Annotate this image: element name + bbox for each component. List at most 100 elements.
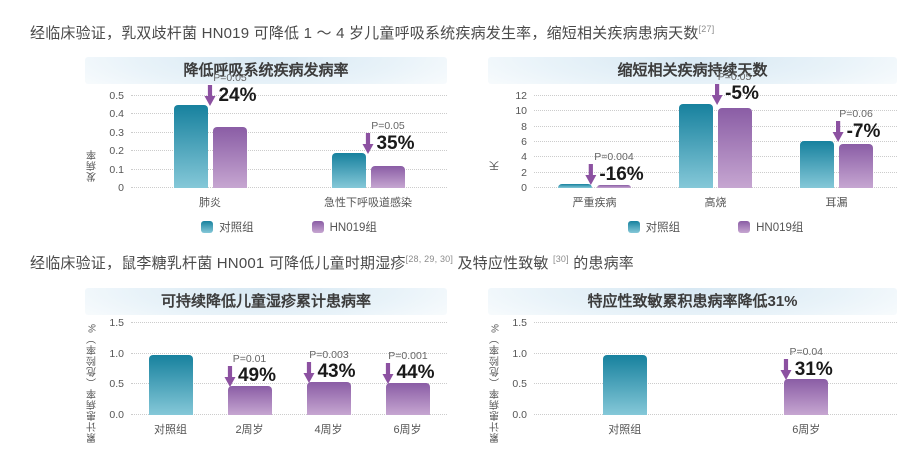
y-axis-label: 累计患病率（危险率）% <box>87 323 99 443</box>
x-category-label: 6周岁 <box>393 424 422 436</box>
plot-wrapper: 0.0 0.5 1.0 1.5 P=0.01 49% P=0.003 43% P=0.001 44… <box>101 317 447 443</box>
bar-group: P=0.01 49% <box>210 323 289 415</box>
y-tick-label: 0.3 <box>109 126 124 139</box>
p-value: P=0.05 <box>717 70 752 83</box>
bar-groups: P=0.01 49% P=0.003 43% P=0.001 44% <box>131 323 447 415</box>
x-category-label: 6周岁 <box>792 424 821 436</box>
chart-title: 特应性致敏累积患病率降低31% <box>488 288 897 315</box>
percent-reduction: 35% <box>376 132 415 154</box>
p-value: P=0.003 <box>309 348 349 361</box>
bar-group: P=0.05 -5% <box>655 71 776 188</box>
y-tick-label: 1.0 <box>512 347 527 360</box>
reduction-annotation: P=0.04 31% <box>780 346 833 381</box>
reduction-annotation: P=0.003 43% <box>302 348 356 383</box>
plot-area: 0 0.1 0.2 0.3 0.4 0.5 P=0.05 24% P=0.05 35% <box>109 72 447 194</box>
arrow-percent-row: -5% <box>710 83 759 105</box>
y-tick-label: 8 <box>521 120 527 133</box>
probiotic-bar <box>597 184 631 188</box>
legend-swatch <box>627 221 640 233</box>
chart-panel-illness-duration: 缩短相关疾病持续天数 天 0 2 4 6 8 10 12 P=0.004 -16% P=0.05-… <box>488 57 897 235</box>
bar-groups: P=0.004 -16% P=0.05 -5% P=0.06 -7% <box>534 71 897 188</box>
legend-label: HN019组 <box>756 222 804 234</box>
reduction-annotation: P=0.001 44% <box>381 349 435 384</box>
grid-line <box>534 322 897 323</box>
grid-line <box>534 187 897 188</box>
y-tick-label: 0.0 <box>512 409 527 421</box>
legend-item: HN019组 <box>738 219 803 235</box>
control-bar <box>173 105 208 188</box>
percent-reduction: 49% <box>237 365 277 387</box>
plot-area: 0.0 0.5 1.0 1.5 P=0.04 31% <box>512 317 897 421</box>
arrow-percent-row: 35% <box>361 132 415 155</box>
probiotic-bar <box>370 165 405 188</box>
chart-title: 降低呼吸系统疾病发病率 <box>85 57 447 84</box>
control-bar <box>148 354 193 415</box>
percent-reduction: -7% <box>846 120 881 142</box>
y-tick-label: 0.5 <box>109 378 124 391</box>
probiotic-bar <box>306 381 351 415</box>
reduction-annotation: P=0.05 -5% <box>710 71 759 105</box>
y-tick-label: 2 <box>521 166 527 179</box>
x-axis-labels: 严重疾病 高烧 耳漏 <box>534 194 897 210</box>
p-value: P=0.001 <box>388 349 428 362</box>
control-bar <box>331 153 366 188</box>
y-tick-label: 0.5 <box>512 378 527 391</box>
plot-wrapper: 0.0 0.5 1.0 1.5 P=0.04 31% 对照组 6周岁 <box>504 317 897 443</box>
chart-eczema-prevalence: 累计患病率（危险率）% 0.0 0.5 1.0 1.5 P=0.01 49% P=0.003… <box>85 317 447 443</box>
plot-area: 0.0 0.5 1.0 1.5 P=0.01 49% P=0.003 43% P=0.001 44… <box>109 317 447 421</box>
y-tick-label: 0.2 <box>109 145 124 158</box>
y-tick-label: 0.0 <box>109 409 124 421</box>
x-category-label: 急性下呼吸道感染 <box>324 197 412 209</box>
control-bar <box>800 141 834 188</box>
grid-line <box>534 383 897 385</box>
percent-reduction: -5% <box>725 83 759 105</box>
control-bar <box>679 103 713 188</box>
bar-group: P=0.004 -16% <box>534 96 655 188</box>
y-tick-label: 1.5 <box>109 317 124 329</box>
reduction-annotation: P=0.004 -16% <box>584 151 644 186</box>
chart-panel-atopic-sensitization: 特应性致敏累积患病率降低31% 累计患病率（危险率）% 0.0 0.5 1.0 1.5… <box>488 288 897 443</box>
p-value: P=0.05 <box>371 120 405 133</box>
p-value: P=0.04 <box>789 346 824 359</box>
grid-line <box>534 414 897 415</box>
legend: 对照组 HN019组 <box>131 219 447 235</box>
y-tick-label: 6 <box>521 136 527 148</box>
y-tick-label: 1.0 <box>109 347 124 360</box>
reduction-annotation: P=0.05 24% <box>203 72 257 107</box>
bar-groups: P=0.04 31% <box>534 323 897 415</box>
citation-marker: [28, 29, 30] <box>405 254 454 264</box>
y-tick-label: 1.5 <box>512 317 527 329</box>
grid-line <box>131 95 447 96</box>
grid-line <box>131 383 447 385</box>
bar-group <box>131 323 210 415</box>
p-value: P=0.05 <box>213 72 247 85</box>
plot-area: 0 2 4 6 8 10 12 P=0.004 -16% P=0.05 -5% P=0.06 -7% <box>515 71 897 194</box>
chart-illness-duration: 天 0 2 4 6 8 10 12 P=0.004 -16% P=0.05 -5% P=0.06 -7%… <box>488 71 897 235</box>
x-category-label: 对照组 <box>154 424 187 436</box>
grid-line <box>534 110 897 112</box>
bar-group: P=0.001 44% <box>368 323 447 415</box>
probiotic-bar <box>227 385 272 415</box>
y-tick-label: 0 <box>118 182 124 194</box>
probiotic-bar <box>839 144 873 188</box>
probiotic-bar <box>784 379 829 415</box>
y-axis-label: 发病率 <box>87 149 99 182</box>
heading-text: 经临床验证，鼠李糖乳杆菌 HN001 可降低儿童时期湿疹 <box>30 255 406 272</box>
down-arrow-icon <box>382 362 394 384</box>
down-arrow-icon <box>303 361 315 383</box>
grid-line <box>131 168 447 170</box>
plot-wrapper: 0 0.1 0.2 0.3 0.4 0.5 P=0.05 24% P=0.05 35% 肺炎 急性下… <box>101 72 447 235</box>
heading-hn001: 经临床验证，鼠李糖乳杆菌 HN001 可降低儿童时期湿疹[28, 29, 30]… <box>30 252 634 273</box>
y-axis-label: 累计患病率（危险率）% <box>490 323 502 443</box>
x-category-label: 耳漏 <box>825 197 848 209</box>
grid-line <box>534 125 897 127</box>
y-tick-label: 12 <box>515 90 527 102</box>
legend-label: 对照组 <box>219 222 254 234</box>
bar-group: P=0.05 24% <box>131 72 289 188</box>
arrow-percent-row: 44% <box>381 362 435 384</box>
chart-atopic-sensitization: 累计患病率（危险率）% 0.0 0.5 1.0 1.5 P=0.04 31% 对照组 6周岁 <box>488 317 897 443</box>
legend: 对照组 HN019组 <box>534 219 897 235</box>
y-tick-label: 10 <box>515 105 527 118</box>
grid-line <box>131 113 447 115</box>
legend-label: 对照组 <box>645 222 681 234</box>
